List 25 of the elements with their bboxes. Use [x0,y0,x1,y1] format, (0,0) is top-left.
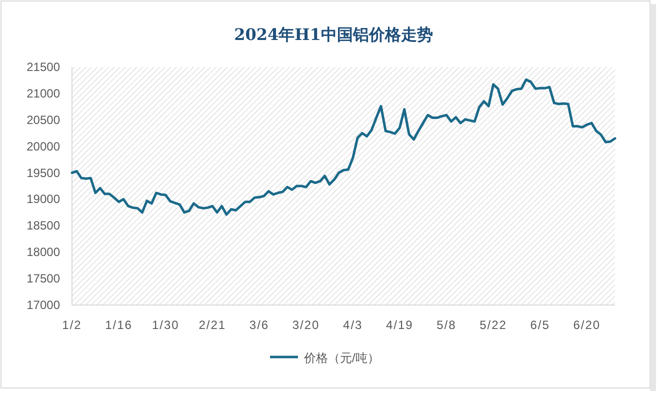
legend: 价格（元/吨） [270,351,380,365]
y-tick-label: 20500 [26,112,60,127]
x-tick-label: 6/5 [530,318,550,332]
x-tick-label: 1/30 [152,318,180,332]
legend-label: 价格（元/吨） [303,351,380,365]
x-tick-label: 5/22 [480,318,507,332]
x-tick-label: 2/21 [198,318,226,332]
y-tick-label: 18500 [26,218,60,233]
y-tick-label: 19000 [26,192,60,206]
y-tick-label: 21500 [26,60,60,74]
y-tick-label: 17000 [26,298,60,312]
x-tick-label: 1/16 [105,318,132,332]
y-tick-label: 18000 [26,245,60,260]
x-tick-label: 5/8 [436,318,456,332]
x-tick-label: 3/6 [249,318,270,332]
chart-title: 2024年H1中国铝价格走势 [234,25,433,44]
x-tick-label: 4/19 [386,318,414,332]
y-tick-label: 19500 [26,166,60,180]
x-tick-label: 1/2 [62,318,82,332]
y-tick-label: 17500 [26,272,60,286]
x-tick-label: 4/3 [343,318,363,332]
x-tick-label: 3/20 [292,318,320,332]
y-tick-label: 21000 [26,86,60,100]
y-tick-label: 20000 [26,139,60,154]
x-tick-label: 6/20 [573,318,601,332]
